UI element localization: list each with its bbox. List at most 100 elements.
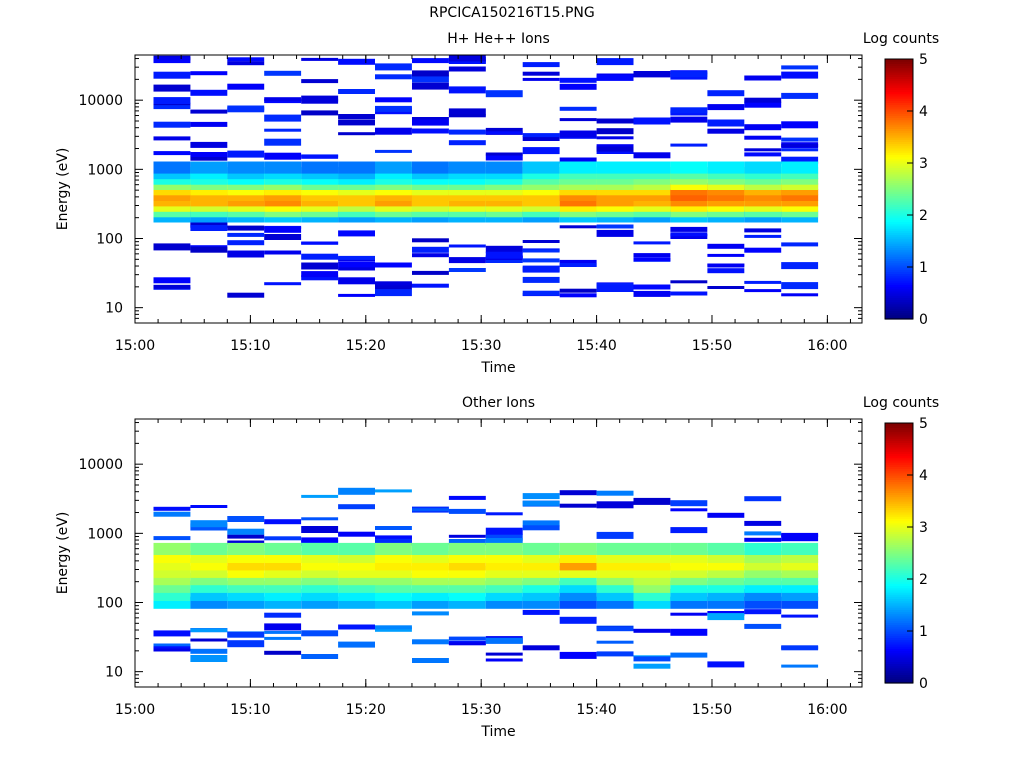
colorbar-swatch (885, 158, 913, 162)
heatmap-cell (301, 526, 339, 533)
heatmap-cell (670, 116, 708, 123)
colorbar-swatch (885, 176, 913, 179)
heatmap-cell (412, 70, 449, 77)
heatmap-cell (448, 542, 486, 555)
heatmap-cell (190, 141, 228, 148)
colorbar-swatch (885, 501, 913, 504)
heatmap-cell (301, 630, 339, 637)
colorbar-swatch (885, 516, 913, 519)
heatmap-cell (264, 250, 302, 255)
heatmap-cell (190, 628, 228, 633)
colorbar-swatch (885, 132, 913, 136)
heatmap-cell (633, 73, 671, 78)
heatmap-cell (485, 90, 523, 98)
heatmap-cell (522, 493, 560, 500)
heatmap-cell (781, 664, 819, 668)
heatmap-cell (781, 532, 819, 537)
colorbar-swatch (885, 442, 913, 446)
heatmap-cell (485, 658, 523, 662)
heatmap-cell (375, 74, 412, 80)
heatmap-cell (375, 127, 412, 135)
colorbar-swatch (885, 182, 913, 186)
heatmap-cell (190, 542, 228, 555)
heatmap-cell (375, 542, 412, 555)
colorbar-swatch (885, 494, 913, 498)
colorbar-swatch (885, 436, 913, 439)
heatmap-cell (338, 542, 375, 555)
heatmap-cell (338, 89, 375, 94)
colorbar-swatch (885, 245, 913, 249)
colorbar-swatch (885, 87, 913, 90)
heatmap-cell (153, 71, 191, 79)
heatmap-cell (227, 542, 265, 555)
colorbar-swatch (885, 520, 913, 524)
heatmap-cell (190, 520, 228, 528)
heatmap-cell (781, 262, 819, 270)
colorbar-swatch (885, 193, 913, 197)
heatmap-cell (670, 161, 708, 174)
colorbar-swatch (885, 631, 913, 634)
colorbar: 0 1 2 3 4 5 Log counts (863, 31, 939, 328)
colorbar-swatch (885, 579, 913, 582)
heatmap-cell (153, 646, 191, 651)
colorbar-swatch (885, 583, 913, 587)
x-tick-label: 15:40 (576, 702, 616, 718)
colorbar-swatch (885, 570, 913, 574)
heatmap-cell (227, 161, 265, 174)
heatmap-cell (744, 609, 782, 615)
colorbar-swatch (885, 503, 913, 506)
colorbar-swatch (885, 180, 913, 184)
colorbar-swatch (885, 208, 913, 212)
heatmap-cell (227, 534, 265, 539)
colorbar-swatch (885, 310, 913, 314)
heatmap-cell (153, 511, 191, 517)
colorbar-tick-label: 1 (919, 260, 928, 276)
heatmap-cell (448, 495, 486, 500)
colorbar-swatch (885, 522, 913, 526)
heatmap-cell (301, 79, 339, 84)
colorbar-swatch (885, 295, 913, 298)
heatmap-cell (264, 612, 302, 618)
colorbar-swatch (885, 178, 913, 181)
colorbar-swatch (885, 215, 913, 218)
heatmap-cell (596, 640, 634, 644)
heatmap-cell (227, 57, 265, 62)
colorbar-swatch (885, 189, 913, 192)
heatmap-cell (633, 241, 671, 245)
colorbar-swatch (885, 518, 913, 522)
colorbar-label: Log counts (863, 395, 939, 411)
colorbar-swatch (885, 163, 913, 166)
colorbar-swatch (885, 455, 913, 459)
heatmap-cell (559, 77, 597, 83)
colorbar-swatch (885, 63, 913, 67)
colorbar-swatch (885, 429, 913, 433)
heatmap-cell (781, 144, 819, 147)
heatmap-cell (227, 107, 265, 113)
heatmap-cell (707, 253, 745, 257)
heatmap-cell (596, 285, 634, 292)
heatmap-cell (448, 161, 486, 174)
heatmap-cell (707, 268, 745, 274)
heatmap-cell (448, 114, 486, 118)
heatmap-cell (707, 613, 745, 621)
heatmap-cell (485, 152, 523, 156)
heatmap-cell (412, 58, 449, 64)
heatmap-cell (412, 238, 449, 243)
heatmap-cell (485, 637, 523, 644)
heatmap-cell (485, 260, 523, 263)
heatmap-cell (153, 630, 191, 637)
x-axis-label: Time (480, 724, 515, 740)
heatmap-cell (670, 652, 708, 658)
colorbar-swatch (885, 624, 913, 628)
heatmap-cell (633, 152, 671, 159)
colorbar-swatch (885, 509, 913, 513)
colorbar-swatch (885, 648, 913, 652)
colorbar-swatch (885, 555, 913, 558)
colorbar-swatch (885, 160, 913, 164)
x-tick-label: 15:40 (576, 338, 616, 354)
heatmap-cell (781, 137, 819, 142)
colorbar-swatch (885, 548, 913, 552)
colorbar-swatch (885, 537, 913, 541)
heatmap-cell (596, 542, 634, 555)
heatmap-cell (744, 247, 782, 253)
